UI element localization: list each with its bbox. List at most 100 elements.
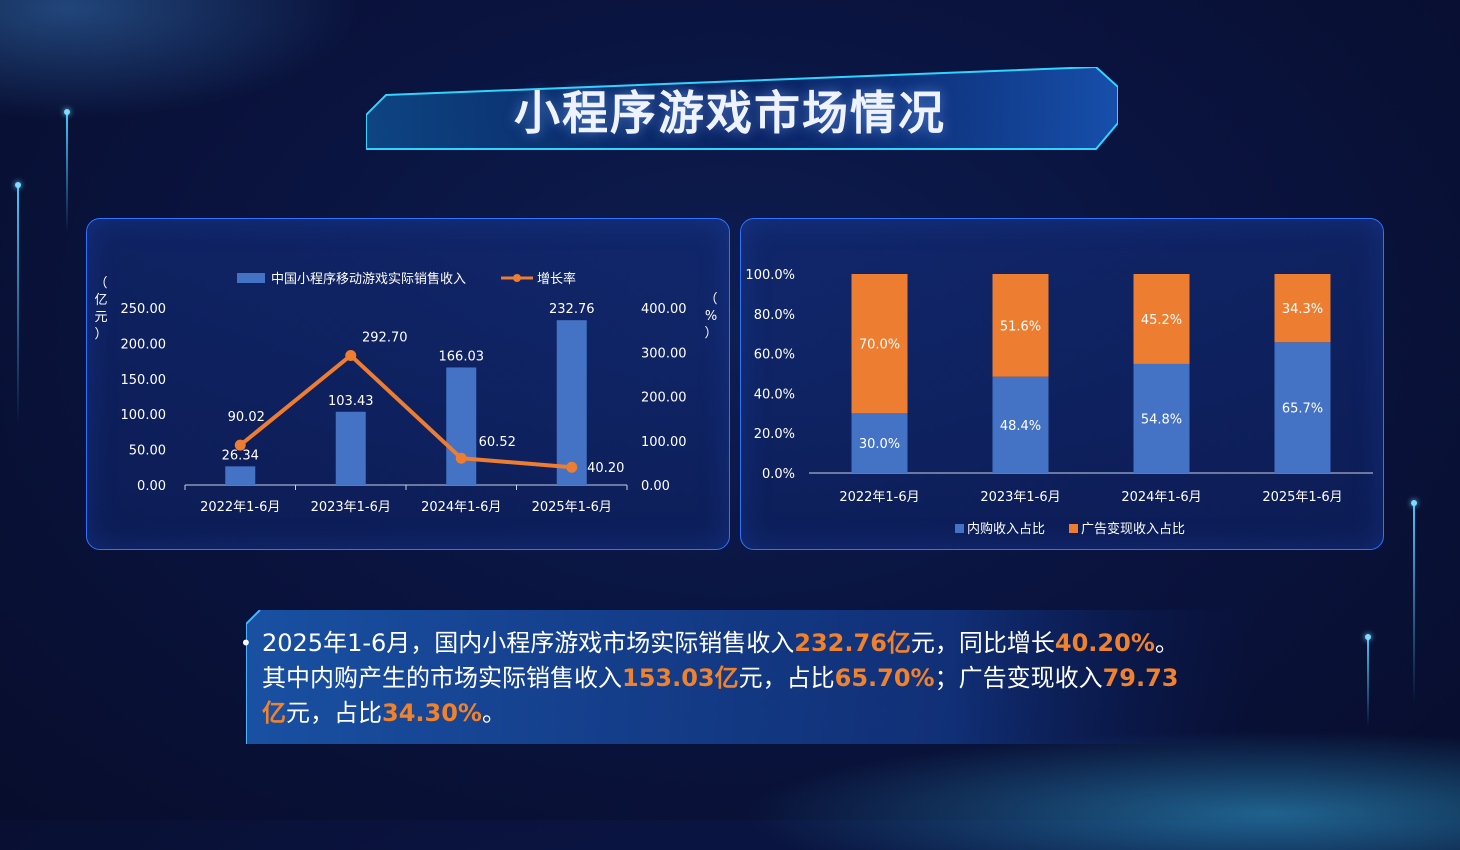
point-growth-label: 60.52: [479, 435, 516, 450]
summary-highlight: 232.76亿: [794, 629, 911, 657]
line-growth: [238, 353, 572, 470]
y-tick-left: 200.00: [121, 337, 167, 352]
summary-segment: 元，同比增长: [910, 629, 1055, 657]
y-tick-left: 100.00: [121, 408, 167, 423]
legend-marker-growth: [513, 274, 521, 282]
summary-highlight: 79.73亿: [262, 664, 1179, 727]
x-tick-label: 2022年1-6月: [200, 500, 280, 515]
y-axis-left-label-char: ）: [94, 327, 107, 342]
y-axis-left-label-char: （: [94, 276, 107, 291]
bar-ad-share: [992, 274, 1049, 377]
y-tick-right: 400.00: [641, 302, 687, 317]
summary-segment: 。其中内购产生的市场实际销售收入: [262, 629, 1179, 692]
bar-revenue-label: 103.43: [328, 394, 374, 409]
summary-highlight: 40.20%: [1054, 629, 1155, 657]
title-frame: [366, 67, 1118, 150]
x-tick-label: 2024年1-6月: [1121, 490, 1201, 505]
y-axis-right-label-char: ）: [704, 326, 717, 341]
x-tick-label: 2023年1-6月: [311, 500, 391, 515]
y-tick: 40.0%: [754, 387, 795, 402]
decor-line-4: [1365, 634, 1371, 727]
y-tick-right: 0.00: [641, 479, 670, 494]
legend-swatch-ad: [1069, 524, 1078, 533]
y-axis-left-label-char: 元: [94, 310, 107, 325]
x-tick-label: 2022年1-6月: [839, 490, 919, 505]
revenue-growth-chart: 中国小程序移动游戏实际销售收入 增长率 （ 亿元 ） （% ） 0.00 50.00 100.00…: [94, 271, 717, 515]
bar-ad-share-label: 70.0%: [859, 338, 900, 353]
summary-content: 2025年1-6月，国内小程序游戏市场实际销售收入232.76亿元，同比增长40…: [262, 629, 1179, 727]
bar-inapp-share-label: 48.4%: [1000, 419, 1041, 434]
bar-inapp-share: [1133, 363, 1190, 473]
legend-label-growth: 增长率: [537, 271, 576, 287]
y-tick: 60.0%: [754, 348, 795, 363]
decor-line-3: [1411, 500, 1417, 703]
point-growth: [234, 439, 246, 451]
y-axis-right-label-char: %: [705, 309, 717, 324]
decor-glow-bottom-right: [740, 730, 1460, 850]
y-tick: 20.0%: [754, 427, 795, 442]
x-tick-label: 2024年1-6月: [421, 500, 501, 515]
x-tick-label: 2025年1-6月: [1262, 490, 1342, 505]
bar-revenue-label: 232.76: [549, 302, 595, 317]
bar-ad-share-label: 34.3%: [1282, 302, 1323, 317]
y-tick-right: 300.00: [641, 346, 687, 361]
point-growth-label: 292.70: [362, 330, 408, 345]
summary-segment: 元，占比: [738, 664, 835, 692]
y-tick: 100.0%: [745, 268, 795, 283]
y-tick-left: 0.00: [137, 479, 166, 494]
summary-highlight: 34.30%: [382, 699, 482, 727]
legend-label-ad: 广告变现收入占比: [1081, 521, 1185, 537]
summary-segment: 。: [481, 699, 506, 727]
y-tick-right: 200.00: [641, 391, 687, 406]
bar-revenue: [446, 367, 477, 485]
decor-glow-top-left: [0, 0, 360, 120]
bar-revenue: [225, 466, 256, 485]
page-title: 小程序游戏市场情况: [514, 86, 946, 140]
y-axis-left-label-char: 亿: [94, 293, 107, 308]
summary-text: • 2025年1-6月，国内小程序游戏市场实际销售收入232.76亿元，同比增长…: [240, 626, 1202, 731]
bar-ad-share: [851, 274, 908, 414]
summary-segment: 2025年1-6月，国内小程序游戏市场实际销售收入: [262, 629, 795, 657]
y-tick: 0.0%: [762, 467, 795, 482]
y-tick: 80.0%: [754, 308, 795, 323]
point-growth-label: 40.20: [587, 461, 624, 476]
y-tick-right: 100.00: [641, 435, 687, 450]
point-growth: [566, 461, 578, 473]
y-tick-left: 250.00: [121, 302, 167, 317]
legend-swatch-revenue: [237, 273, 265, 283]
revenue-chart-panel: 中国小程序移动游戏实际销售收入 增长率 （ 亿元 ） （% ） 0.00 50.00 100.00…: [86, 218, 730, 550]
y-tick-left: 50.00: [129, 444, 166, 459]
summary-frame: [246, 610, 1256, 744]
legend-label-revenue: 中国小程序移动游戏实际销售收入: [271, 271, 466, 287]
bar-ad-share-label: 51.6%: [1000, 319, 1041, 334]
bar-ad-share-label: 45.2%: [1141, 313, 1182, 328]
bar-inapp-share-label: 65.7%: [1282, 402, 1323, 417]
x-tick-label: 2023年1-6月: [980, 490, 1060, 505]
summary-highlight: 65.70%: [834, 664, 935, 692]
point-growth: [455, 452, 467, 464]
point-growth: [345, 349, 357, 361]
bar-revenue-label: 166.03: [439, 349, 485, 364]
bar-inapp-share: [851, 413, 908, 473]
bar-revenue: [556, 320, 587, 485]
summary-segment: ；广告变现收入: [934, 664, 1103, 692]
y-axis-right-label-char: （: [704, 292, 717, 307]
bar-inapp-share: [992, 376, 1049, 473]
bar-ad-share: [1133, 274, 1190, 364]
summary-bullet: •: [240, 631, 252, 655]
bar-revenue: [335, 411, 366, 485]
legend-label-inapp: 内购收入占比: [967, 521, 1045, 537]
bar-inapp-share-label: 54.8%: [1141, 412, 1182, 427]
bar-inapp-share-label: 30.0%: [859, 437, 900, 452]
summary-segment: 元，占比: [286, 699, 382, 727]
decor-line-1: [64, 109, 70, 232]
summary-highlight: 153.03亿: [622, 664, 739, 692]
bar-ad-share: [1274, 274, 1331, 343]
bar-inapp-share: [1274, 342, 1331, 473]
legend-swatch-inapp: [955, 524, 964, 533]
revenue-share-chart: 0.0% 20.0% 40.0% 60.0% 80.0% 100.0% 30.0% 70.0%…: [745, 268, 1373, 537]
bar-revenue-label: 26.34: [222, 448, 259, 463]
share-chart-panel: 0.0% 20.0% 40.0% 60.0% 80.0% 100.0% 30.0% 70.0%…: [740, 218, 1384, 550]
y-tick-left: 150.00: [121, 373, 167, 388]
decor-line-2: [15, 182, 21, 425]
